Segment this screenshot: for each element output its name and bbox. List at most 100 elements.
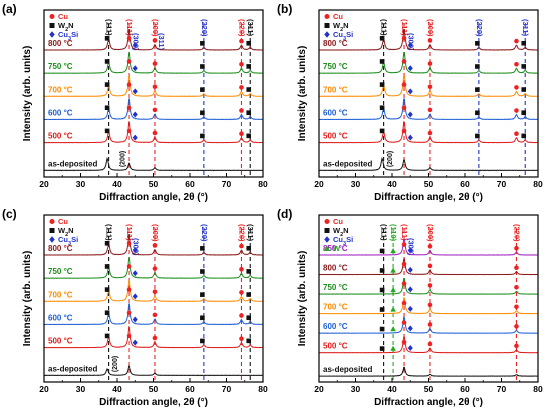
phase-marker — [126, 287, 132, 292]
phase-marker — [475, 110, 480, 116]
legend-marker — [324, 245, 330, 251]
x-tick-label: 60 — [460, 179, 470, 189]
phase-marker — [239, 313, 244, 318]
series-label: 750 °C — [48, 62, 73, 71]
phase-marker — [132, 65, 138, 72]
phase-marker — [132, 88, 138, 95]
x-tick-label: 30 — [351, 179, 361, 189]
legend-label: Cu — [333, 217, 343, 226]
reference-line-label: (300) — [406, 238, 415, 256]
series-label: 750 °C — [323, 283, 348, 292]
phase-marker — [390, 306, 396, 312]
x-tick-label: 20 — [314, 384, 324, 394]
phase-marker — [514, 343, 519, 349]
reference-line-label: (311) — [521, 19, 530, 37]
x-tick-label: 70 — [222, 179, 232, 189]
phase-marker — [126, 105, 132, 111]
phase-marker — [514, 85, 519, 90]
x-tick-label: 60 — [185, 179, 195, 189]
legend-marker — [324, 31, 330, 38]
x-axis-label: Diffraction angle, 2θ (°) — [374, 397, 483, 408]
panel-label: (d) — [277, 207, 292, 221]
phase-marker — [407, 65, 413, 72]
legend-label: Cu3Si — [58, 235, 78, 247]
phase-marker — [126, 82, 132, 87]
phase-marker — [200, 110, 205, 116]
y-axis-label: Intensity (arb. units) — [297, 251, 308, 347]
xrd-trace — [319, 238, 538, 256]
xrd-trace — [318, 258, 538, 276]
phase-marker — [132, 111, 138, 118]
xrd-trace — [43, 326, 263, 349]
phase-marker — [239, 38, 244, 44]
phase-marker — [200, 133, 205, 139]
phase-marker — [514, 265, 519, 271]
phase-marker — [407, 111, 413, 118]
series-label: 500 °C — [48, 132, 73, 141]
xrd-trace — [43, 365, 263, 377]
xrd-trace — [319, 297, 538, 315]
peak-annotation: (200) — [387, 151, 394, 167]
phase-marker — [152, 61, 158, 66]
phase-marker — [152, 130, 158, 136]
series-label: 500 °C — [323, 132, 348, 141]
series-label: 500 °C — [323, 342, 348, 351]
legend-label: Cu3Si — [333, 30, 353, 42]
x-tick-label: 30 — [76, 179, 86, 189]
phase-marker — [246, 64, 252, 69]
phase-marker — [246, 87, 252, 92]
x-axis-label: Diffraction angle, 2θ (°) — [99, 192, 208, 203]
phase-marker — [379, 105, 385, 111]
xrd-trace — [319, 366, 538, 377]
phase-marker — [246, 110, 252, 115]
phase-marker — [200, 64, 205, 69]
reference-line-label: (111) — [380, 19, 389, 36]
phase-marker — [401, 82, 407, 87]
phase-marker — [401, 128, 407, 134]
phase-marker — [152, 335, 158, 341]
phase-marker — [152, 107, 158, 113]
phase-marker — [246, 133, 252, 139]
phase-marker — [401, 320, 407, 325]
phase-marker — [246, 245, 252, 251]
phase-marker — [126, 310, 132, 316]
peak-annotation: (200) — [119, 151, 126, 167]
phase-marker — [401, 105, 407, 111]
phase-marker — [152, 243, 158, 248]
phase-marker — [427, 302, 433, 308]
panel-label: (b) — [277, 2, 292, 16]
phase-marker — [200, 315, 205, 321]
reference-line-label: (111) — [125, 224, 134, 241]
phase-marker — [521, 133, 527, 139]
chart-panel-c: (c)(111) (111)(300)(200) (220) (220) (311)80… — [2, 207, 268, 408]
legend-marker — [49, 219, 55, 224]
phase-marker — [514, 304, 519, 310]
legend-marker — [49, 23, 55, 28]
phase-marker — [200, 338, 205, 344]
phase-marker — [200, 269, 205, 274]
phase-marker — [239, 108, 244, 113]
phase-marker — [379, 307, 385, 312]
phase-marker — [104, 333, 110, 339]
reference-line-label: (111) — [125, 19, 134, 36]
xrd-trace — [318, 277, 538, 295]
phase-marker — [126, 264, 132, 269]
reference-line-label: (220) — [237, 224, 246, 242]
phase-marker — [132, 293, 138, 300]
phase-marker — [401, 261, 407, 267]
x-tick-label: 80 — [533, 179, 543, 189]
legend-label: W — [333, 244, 341, 253]
phase-marker — [379, 128, 385, 134]
phase-marker — [239, 61, 244, 67]
y-axis-label: Intensity (arb. units) — [297, 46, 308, 142]
phase-marker — [132, 134, 138, 141]
x-tick-label: 80 — [258, 179, 268, 189]
phase-marker — [407, 266, 413, 273]
reference-line-label: (111) — [105, 19, 114, 36]
phase-marker — [200, 246, 205, 251]
phase-marker — [126, 333, 132, 339]
reference-line-label: (300) — [131, 238, 140, 256]
phase-marker — [152, 312, 158, 318]
